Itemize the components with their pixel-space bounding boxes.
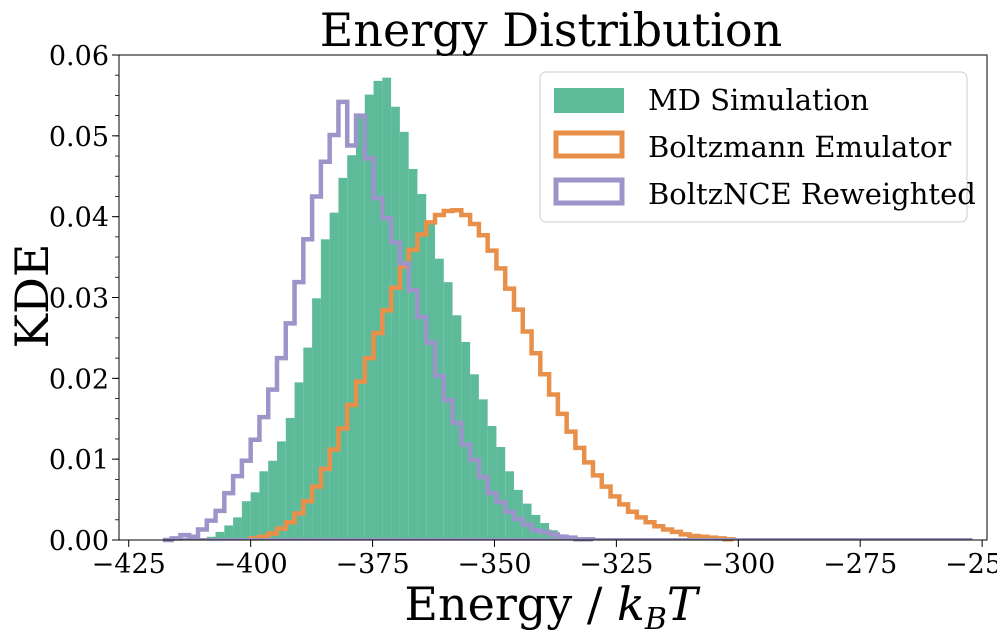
legend-label-boltznce-reweighted: BoltzNCE Reweighted: [648, 177, 976, 211]
md-simulation-bar: [496, 447, 506, 540]
md-simulation-bar: [329, 212, 339, 540]
histogram-step-lines: [162, 99, 973, 543]
md-simulation-bar: [513, 489, 523, 540]
legend-label-boltzmann-emulator: Boltzmann Emulator: [648, 130, 951, 164]
md-simulation-bar: [399, 131, 409, 540]
md-simulation-bar: [505, 471, 514, 540]
md-simulation-bar: [241, 501, 251, 540]
boltzmann-emulator-step-line: [248, 207, 736, 542]
md-simulation-bars: [197, 77, 585, 541]
y-tick-label: 0.02: [49, 364, 109, 395]
md-simulation-bar: [391, 106, 400, 540]
md-simulation-bar: [478, 399, 488, 540]
y-axis-label: KDE: [5, 244, 59, 349]
x-tick-label: −325: [579, 549, 653, 580]
md-simulation-bar: [461, 341, 471, 540]
md-simulation-bar: [417, 194, 427, 541]
md-simulation-bar: [487, 426, 497, 540]
x-axis-label-k: k: [617, 577, 645, 631]
md-simulation-bar: [320, 239, 330, 541]
chart-legend: MD Simulation Boltzmann Emulator BoltzNC…: [539, 71, 976, 223]
md-simulation-bar: [224, 525, 234, 540]
x-axis-label-main: Energy /: [404, 577, 617, 631]
axis-ticks: −425 −400 −375 −350 −325 −300 −275 −250 0.00 0.01…: [49, 41, 997, 580]
x-tick-label: −425: [92, 549, 166, 580]
y-tick-label: 0.00: [49, 526, 109, 557]
x-tick-label: −400: [214, 549, 288, 580]
x-axis-label: Energy / kBT: [404, 577, 701, 637]
md-simulation-bar: [303, 347, 313, 540]
x-axis-label-subscript: B: [644, 602, 667, 637]
md-simulation-bar: [522, 503, 532, 540]
md-simulation-bar: [364, 94, 374, 540]
y-tick-label: 0.05: [49, 122, 109, 153]
md-simulation-bar: [250, 492, 260, 540]
md-simulation-bar: [408, 168, 418, 540]
legend-swatch-boltzmann-emulator: [553, 130, 625, 159]
md-simulation-bar: [355, 116, 365, 540]
md-simulation-bar: [259, 471, 269, 540]
md-simulation-bar: [276, 441, 286, 540]
y-tick-label: 0.01: [49, 445, 109, 476]
md-simulation-bar: [531, 514, 541, 540]
md-simulation-bar: [470, 374, 479, 540]
y-tick-label: 0.06: [49, 41, 109, 72]
md-simulation-bar: [373, 80, 383, 540]
x-tick-label: −375: [335, 549, 409, 580]
md-simulation-bar: [347, 155, 356, 540]
x-tick-label: −300: [701, 549, 775, 580]
y-tick-label: 0.03: [49, 284, 109, 315]
x-tick-label: −350: [457, 549, 531, 580]
legend-swatch-md-simulation: [554, 88, 624, 113]
x-tick-label: −275: [823, 549, 897, 580]
legend-swatch-boltznce-reweighted: [553, 177, 625, 206]
md-simulation-bar: [312, 298, 321, 540]
md-simulation-bar: [285, 417, 295, 540]
x-axis-label-t: T: [667, 577, 701, 631]
md-simulation-bar: [443, 282, 453, 540]
md-simulation-bar: [294, 382, 304, 540]
md-simulation-bar: [215, 531, 225, 540]
md-simulation-bar: [338, 177, 348, 540]
legend-box: [539, 71, 968, 223]
legend-label-md-simulation: MD Simulation: [648, 83, 869, 117]
md-simulation-bar: [434, 258, 444, 540]
y-tick-label: 0.04: [49, 203, 109, 234]
x-tick-label: −250: [945, 549, 997, 580]
boltznce-reweighted-step-line: [162, 99, 596, 543]
md-simulation-bar: [426, 220, 435, 541]
md-simulation-bar: [268, 460, 277, 540]
md-simulation-bar: [233, 517, 242, 540]
md-simulation-bar: [452, 315, 462, 540]
chart-title: Energy Distribution: [320, 3, 782, 57]
